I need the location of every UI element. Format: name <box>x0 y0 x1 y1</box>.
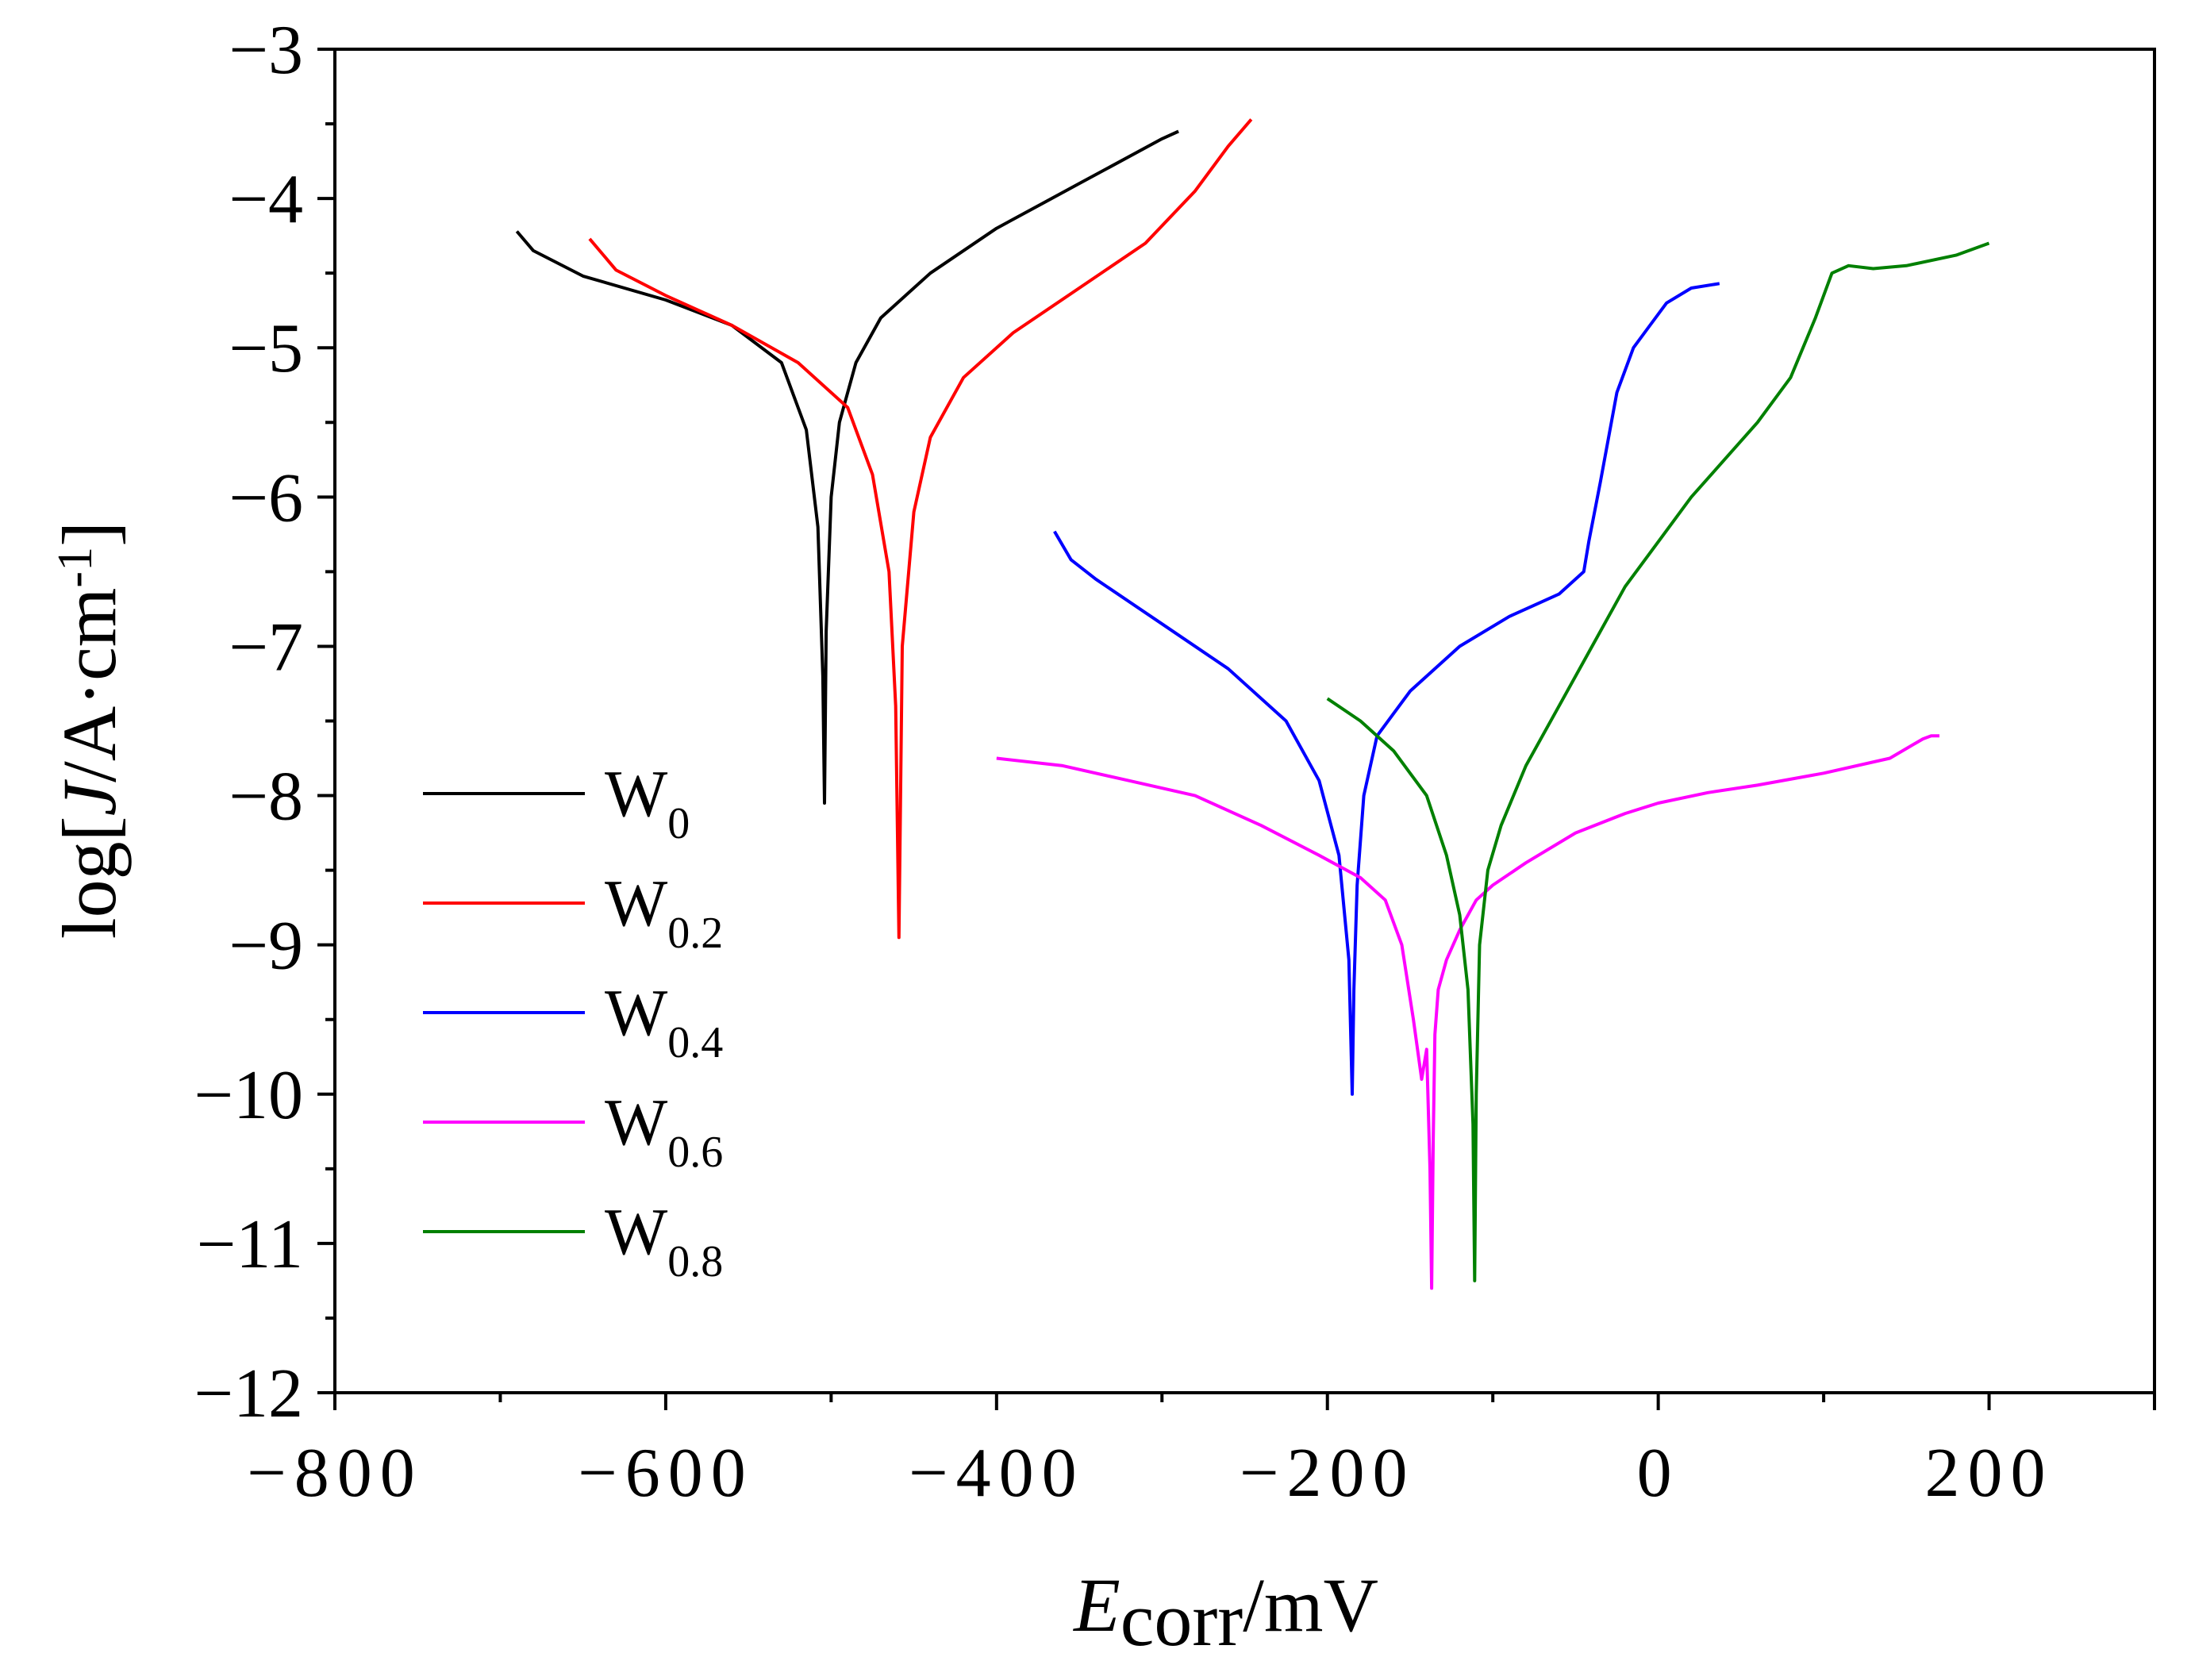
legend-label-sub: 0.8 <box>667 1237 723 1286</box>
legend-label-sub: 0.6 <box>667 1128 723 1177</box>
legend-label-W0-8: W0.8 <box>605 1195 723 1286</box>
y-axis-title-pre: log[ <box>47 816 132 939</box>
x-axis-title: Ecorr/mV <box>1072 1563 1378 1662</box>
legend-label-sub: 0 <box>667 799 690 848</box>
y-tick-label: −5 <box>229 310 303 387</box>
legend-label-W0-6: W0.6 <box>605 1086 723 1177</box>
legend-label-base: W <box>605 1086 668 1159</box>
x-axis-title-unit: /mV <box>1243 1563 1378 1647</box>
legend-label-base: W <box>605 867 668 940</box>
y-axis-title-sup: -1 <box>48 547 102 588</box>
y-tick-label: −6 <box>229 459 303 536</box>
x-tick-label: 200 <box>1925 1435 2054 1512</box>
legend-label-sub: 0.2 <box>667 909 723 958</box>
x-tick-label: −600 <box>578 1435 754 1512</box>
series-line-W0-6 <box>996 734 1939 1290</box>
y-axis-title-italic: J <box>47 778 132 816</box>
x-tick-label: −400 <box>909 1435 1085 1512</box>
legend-label-base: W <box>605 757 668 831</box>
y-axis-title: log[J/A·cm-1] <box>47 521 132 939</box>
series-line-W0-2 <box>588 118 1253 940</box>
x-tick-label: −200 <box>1240 1435 1416 1512</box>
legend-label-base: W <box>605 976 668 1050</box>
legend-label-sub: 0.4 <box>667 1018 723 1067</box>
y-axis-title-post: /A·cm <box>47 588 132 782</box>
legend-label-W0-4: W0.4 <box>605 976 723 1067</box>
y-tick-label: −3 <box>229 12 303 89</box>
series-layer <box>515 118 1990 1290</box>
series-line-W0 <box>515 129 1179 805</box>
series-line-W0-8 <box>1326 241 1990 1282</box>
y-tick-label: −9 <box>229 908 303 985</box>
y-tick-label: −11 <box>197 1206 303 1283</box>
y-tick-label: −8 <box>229 759 303 836</box>
y-axis-title-close: ] <box>47 521 132 547</box>
x-axis-title-main: E <box>1072 1563 1120 1647</box>
y-tick-label: −12 <box>194 1355 303 1432</box>
y-tick-label: −7 <box>229 609 303 686</box>
legend-label-W0-2: W0.2 <box>605 867 723 958</box>
legend-label-W0: W0 <box>605 757 690 848</box>
x-tick-label: −800 <box>247 1435 423 1512</box>
x-axis-title-sub: corr <box>1120 1577 1243 1662</box>
legend-label-base: W <box>605 1195 668 1269</box>
x-tick-label: 0 <box>1637 1435 1680 1512</box>
axes-layer: −800 −600 −400 −200 0 200 −3 −4 −5 −6 −7 −8 −9 −10 −11… <box>194 12 2156 1512</box>
y-tick-label: −4 <box>229 161 303 238</box>
y-tick-label: −10 <box>194 1057 303 1134</box>
